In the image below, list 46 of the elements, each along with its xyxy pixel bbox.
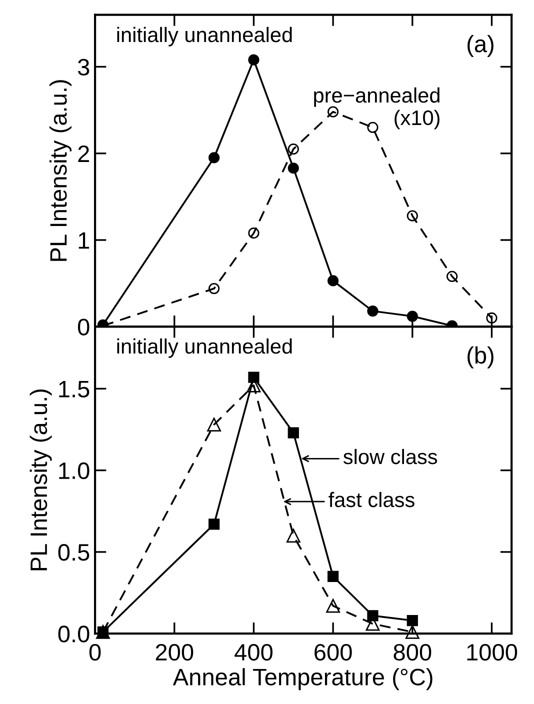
point xyxy=(328,570,339,582)
y-tick-label: 1.0 xyxy=(59,462,90,480)
y-axis-title: PL Intensity (a.u.) xyxy=(30,390,52,570)
annotation: (b) xyxy=(468,346,494,368)
y-tick-label: 0.0 xyxy=(58,626,90,642)
y-tick-label: 0 xyxy=(78,318,90,336)
point xyxy=(248,228,260,239)
point xyxy=(328,106,339,118)
point xyxy=(406,614,418,626)
point xyxy=(288,144,299,155)
annotation: fast class xyxy=(328,492,414,508)
x-tick-label: 800 xyxy=(394,644,432,661)
y-axis-title: PL Intensity (a.u.) xyxy=(49,80,72,261)
point xyxy=(367,306,378,317)
x-tick-label: 1000 xyxy=(467,644,518,661)
y-tick-label: 1 xyxy=(78,232,90,249)
y-tick-label: 0.5 xyxy=(58,544,90,561)
annotation: pre−annealed (x10) xyxy=(314,87,440,130)
point xyxy=(248,54,260,66)
x-tick-label: 200 xyxy=(156,644,194,661)
x-tick-label: 400 xyxy=(234,644,272,661)
point xyxy=(208,518,220,530)
x-axis-title: Anneal Temperature (°C) xyxy=(172,668,432,690)
point xyxy=(367,122,378,133)
point xyxy=(208,282,220,294)
x-tick-label: 600 xyxy=(314,644,352,661)
y-tick-label: 3 xyxy=(78,58,90,76)
point xyxy=(286,528,300,543)
point xyxy=(328,275,339,286)
point xyxy=(406,210,418,222)
point xyxy=(288,162,299,174)
annotation: initially unannealed xyxy=(117,338,292,358)
annotation: (a) xyxy=(468,34,494,57)
x-tick-label: 0 xyxy=(89,644,101,661)
point xyxy=(208,152,220,164)
y-tick-label: 2 xyxy=(78,145,90,162)
annotation: initially unannealed xyxy=(117,26,292,46)
y-tick-label: 1.5 xyxy=(59,381,90,398)
point xyxy=(406,310,418,322)
point xyxy=(288,427,299,438)
point xyxy=(486,312,498,324)
point xyxy=(405,625,420,639)
point xyxy=(326,598,340,613)
annotation: slow class xyxy=(343,448,438,464)
point xyxy=(446,270,458,282)
point xyxy=(207,418,222,432)
